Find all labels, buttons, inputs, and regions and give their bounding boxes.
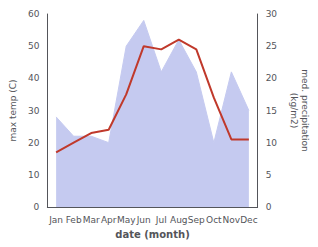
svg-text:date (month): date (month) — [115, 229, 189, 240]
svg-text:med. precipitation: med. precipitation — [300, 69, 310, 151]
svg-text:Sep: Sep — [188, 215, 205, 225]
svg-text:Feb: Feb — [66, 215, 82, 225]
svg-text:60: 60 — [28, 9, 40, 19]
svg-text:Apr: Apr — [101, 215, 117, 225]
svg-text:May: May — [117, 215, 136, 225]
svg-text:Jun: Jun — [136, 215, 151, 225]
svg-text:(kg/m2): (kg/m2) — [289, 93, 299, 128]
svg-text:5: 5 — [266, 170, 272, 180]
svg-text:50: 50 — [28, 41, 40, 51]
svg-text:Jul: Jul — [155, 215, 167, 225]
svg-text:Mar: Mar — [83, 215, 100, 225]
svg-text:Dec: Dec — [240, 215, 257, 225]
svg-text:Oct: Oct — [206, 215, 222, 225]
svg-text:40: 40 — [28, 73, 40, 83]
svg-text:0: 0 — [34, 202, 40, 212]
svg-text:max temp (C): max temp (C) — [8, 79, 18, 141]
svg-text:10: 10 — [266, 138, 278, 148]
svg-text:10: 10 — [28, 170, 40, 180]
svg-text:Jan: Jan — [48, 215, 63, 225]
svg-text:Aug: Aug — [170, 215, 188, 225]
svg-text:0: 0 — [266, 202, 272, 212]
svg-text:25: 25 — [266, 41, 277, 51]
svg-text:15: 15 — [266, 106, 277, 116]
svg-text:20: 20 — [28, 138, 40, 148]
svg-text:20: 20 — [266, 73, 278, 83]
svg-text:Nov: Nov — [223, 215, 241, 225]
svg-text:30: 30 — [28, 106, 40, 116]
svg-text:30: 30 — [266, 9, 278, 19]
